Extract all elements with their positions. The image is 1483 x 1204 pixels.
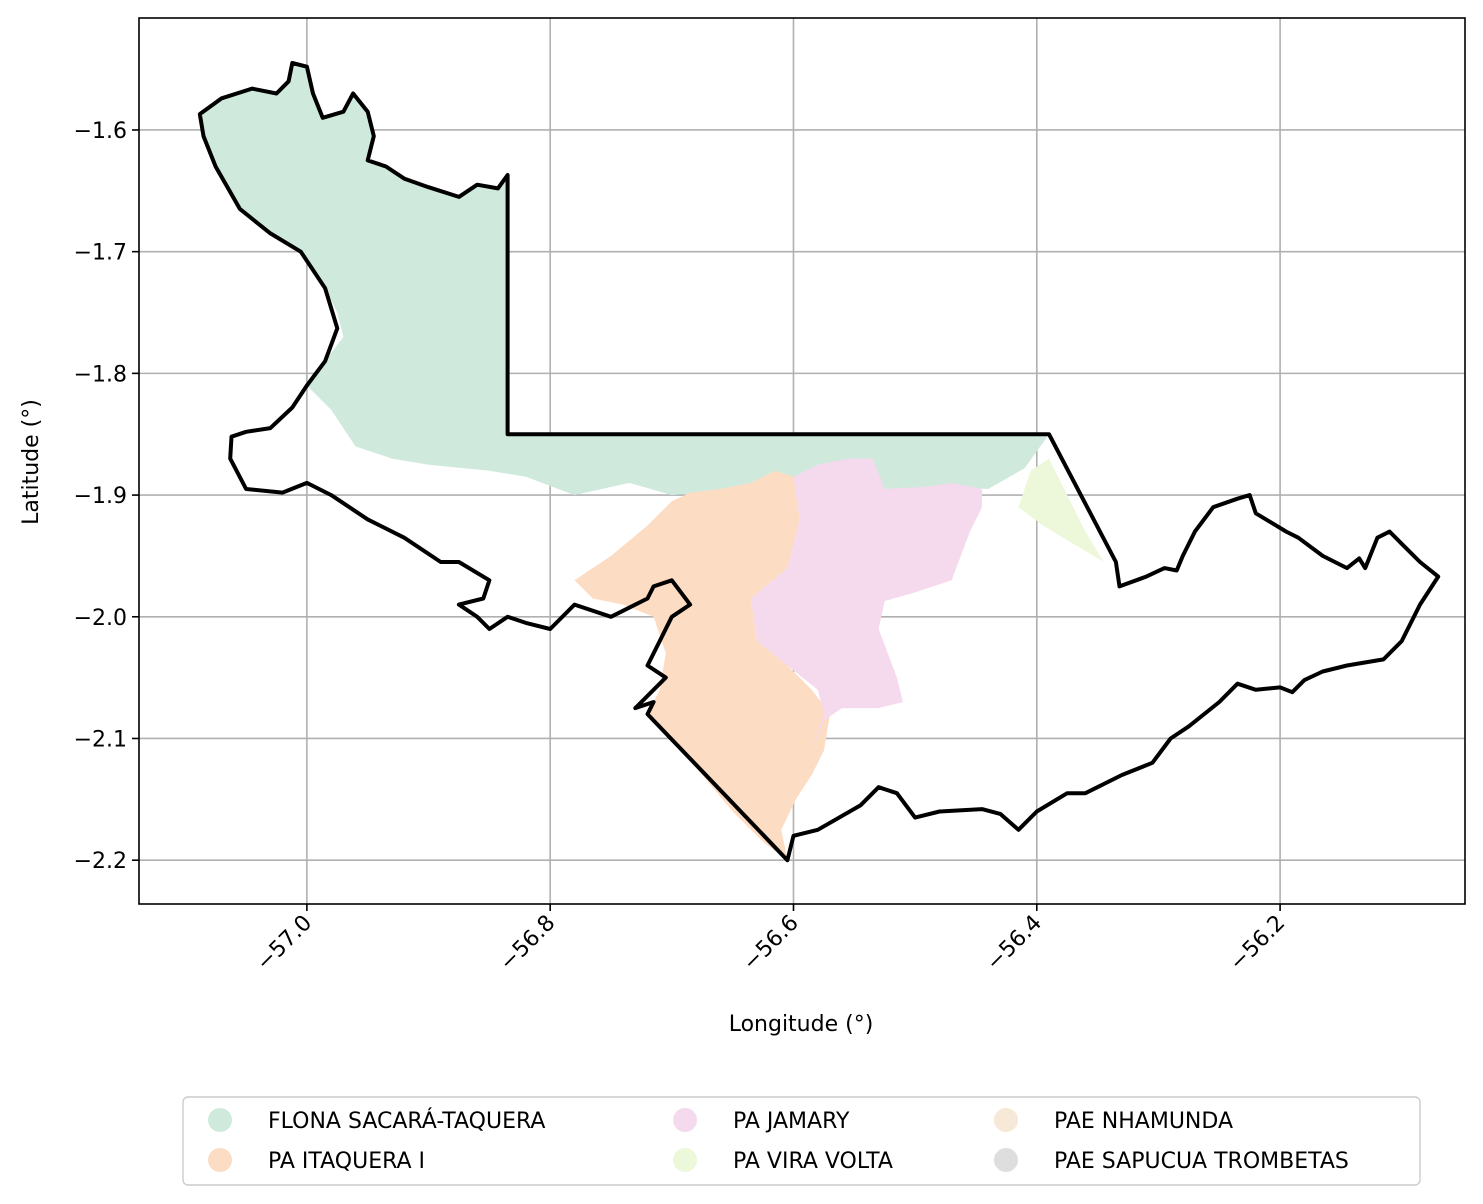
legend-marker xyxy=(673,1148,697,1172)
legend-frame xyxy=(182,1096,1421,1186)
legend-label: PA ITAQUERA I xyxy=(268,1149,425,1174)
region-pa-itaquera-i xyxy=(574,470,830,861)
legend-label: PAE SAPUCUA TROMBETAS xyxy=(1054,1149,1349,1174)
y-tick-label: −1.9 xyxy=(74,484,127,509)
legend-marker xyxy=(208,1148,232,1172)
region-flona-sacara-taquera xyxy=(199,63,1050,496)
region-pa-jamary xyxy=(750,458,982,751)
plot-frame xyxy=(138,17,1466,905)
y-tick-label: −1.6 xyxy=(74,119,127,144)
legend-marker xyxy=(994,1148,1018,1172)
y-tick-label: −2.1 xyxy=(74,727,127,752)
region-pa-vira-volta xyxy=(1018,458,1104,562)
y-tick-label: −2.0 xyxy=(74,606,127,631)
legend-marker xyxy=(994,1108,1018,1132)
boundary-outline xyxy=(197,61,1441,863)
legend-label: FLONA SACARÁ-TAQUERA xyxy=(268,1108,545,1134)
legend-label: PA VIRA VOLTA xyxy=(733,1149,893,1174)
region-polygons xyxy=(199,63,1104,861)
y-tick-label: −2.2 xyxy=(74,849,127,874)
y-tick-label: −1.8 xyxy=(74,362,127,387)
legend-label: PAE NHAMUNDA xyxy=(1054,1109,1233,1134)
legend-label: PA JAMARY xyxy=(733,1109,850,1134)
legend: FLONA SACARÁ-TAQUERA PA ITAQUERA I PA JAMA… xyxy=(182,1096,1421,1186)
x-axis-label: Longitude (°) xyxy=(729,1012,874,1037)
y-tick-label: −1.7 xyxy=(74,241,127,266)
legend-marker xyxy=(673,1108,697,1132)
study-area-boundary xyxy=(197,61,1441,863)
y-axis-label: Latitude (°) xyxy=(19,399,44,525)
legend-marker xyxy=(208,1108,232,1132)
